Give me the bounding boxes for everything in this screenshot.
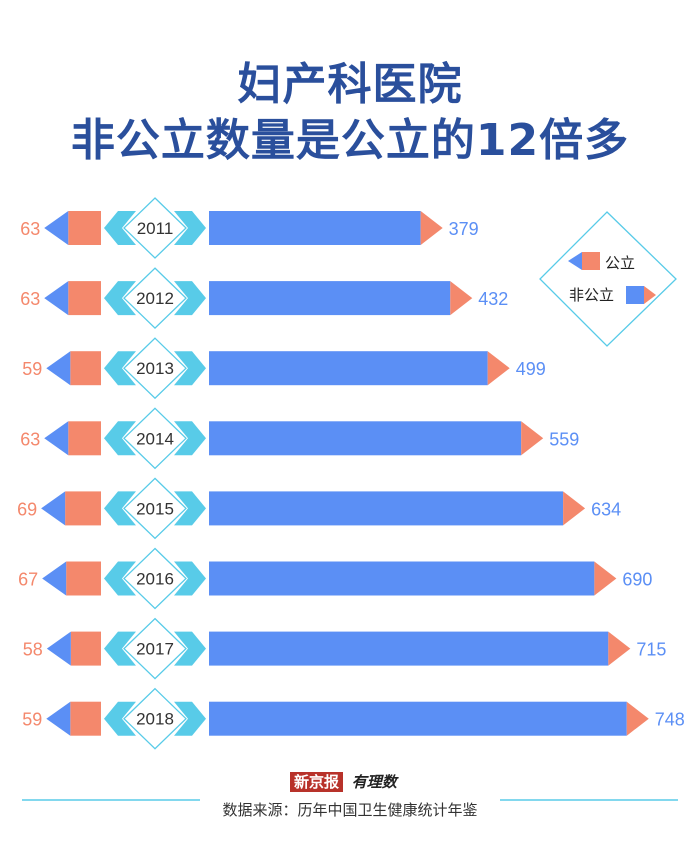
- year-label: 2016: [136, 570, 174, 589]
- year-diamond-outline: [123, 687, 187, 750]
- public-bar-arrow: [46, 351, 71, 386]
- chart-title-line1: 妇产科医院: [237, 59, 463, 110]
- public-bar: [70, 631, 101, 666]
- chart-title-line2: 非公立数量是公立的12倍多: [70, 115, 630, 166]
- year-chevron-left: [104, 561, 136, 596]
- public-bar: [70, 351, 101, 386]
- private-bar: [209, 561, 595, 596]
- year-chevron-right: [174, 561, 206, 596]
- brand-logo-text: 有理数: [351, 773, 397, 791]
- public-bar-arrow: [44, 421, 69, 456]
- private-value-label: 748: [655, 710, 685, 730]
- year-chevron-left: [104, 421, 136, 456]
- year-chevron-right: [174, 631, 206, 666]
- year-chevron-right: [174, 421, 206, 456]
- public-bar-arrow: [42, 561, 67, 596]
- private-bar: [209, 421, 522, 456]
- private-bar-arrow: [608, 631, 631, 666]
- year-label: 2017: [136, 640, 174, 659]
- legend-public-swatch: [582, 252, 600, 270]
- private-bar-arrow: [563, 491, 586, 526]
- year-chevron-left: [104, 631, 136, 666]
- private-bar-arrow: [487, 351, 510, 386]
- data-source-note: 数据来源：历年中国卫生健康统计年鉴: [222, 801, 478, 819]
- private-bar-arrow: [521, 421, 544, 456]
- public-value-label: 59: [22, 710, 42, 730]
- year-label: 2011: [137, 219, 174, 238]
- year-chevron-left: [104, 701, 136, 736]
- year-diamond-outline: [123, 267, 187, 330]
- public-value-label: 67: [18, 570, 38, 590]
- year-chevron-right: [174, 701, 206, 736]
- private-bar: [209, 281, 451, 316]
- year-label: 2012: [136, 289, 174, 308]
- year-chevron-right: [174, 211, 206, 245]
- legend-private-swatch: [626, 286, 644, 304]
- year-diamond-outline: [123, 547, 187, 610]
- public-bar-arrow: [46, 701, 71, 736]
- legend-public-arrow: [568, 252, 582, 270]
- public-bar: [70, 701, 101, 736]
- private-value-label: 715: [636, 640, 666, 660]
- year-diamond-outline: [123, 477, 187, 540]
- public-value-label: 69: [17, 499, 37, 519]
- public-bar: [65, 491, 101, 526]
- publisher-logo: 新京报 有理数: [290, 771, 397, 792]
- legend-diamond: [539, 211, 677, 347]
- year-label: 2014: [136, 429, 174, 448]
- year-diamond-outline: [123, 617, 187, 680]
- public-bar: [68, 211, 101, 245]
- private-bar-arrow: [594, 561, 617, 596]
- private-bar: [209, 631, 609, 666]
- year-chevron-left: [104, 281, 136, 316]
- private-value-label: 379: [449, 219, 479, 239]
- private-bar-arrow: [450, 281, 473, 316]
- private-bar-arrow: [626, 701, 649, 736]
- public-value-label: 63: [20, 289, 40, 309]
- private-value-label: 432: [478, 289, 508, 309]
- year-chevron-right: [174, 491, 206, 526]
- year-label: 2013: [136, 359, 174, 378]
- private-value-label: 559: [549, 429, 579, 449]
- private-bar: [209, 491, 564, 526]
- private-value-label: 634: [591, 499, 621, 519]
- legend-private-arrow: [644, 286, 656, 304]
- public-value-label: 63: [20, 429, 40, 449]
- year-chevron-left: [104, 211, 136, 245]
- private-bar: [209, 211, 421, 245]
- private-bar: [209, 351, 488, 386]
- public-bar: [66, 561, 101, 596]
- public-bar-arrow: [44, 281, 69, 316]
- public-value-label: 59: [22, 359, 42, 379]
- year-chevron-right: [174, 281, 206, 316]
- year-diamond-outline: [123, 197, 187, 259]
- year-diamond-outline: [123, 337, 187, 400]
- chart-rows: 2011 379 63 2012 432 63 2013 499 59 2014 559 63 2015…: [17, 197, 685, 750]
- public-bar: [68, 421, 101, 456]
- legend-public-label: 公立: [605, 254, 635, 272]
- year-chevron-left: [104, 491, 136, 526]
- public-bar-arrow: [44, 211, 69, 245]
- legend-private-label: 非公立: [569, 286, 614, 304]
- year-label: 2018: [136, 710, 174, 729]
- year-chevron-right: [174, 351, 206, 386]
- year-chevron-left: [104, 351, 136, 386]
- public-bar-arrow: [41, 491, 66, 526]
- public-bar: [68, 281, 101, 316]
- public-value-label: 58: [23, 640, 43, 660]
- publisher-logo-box: 新京报: [290, 772, 344, 792]
- private-bar-arrow: [420, 211, 443, 245]
- private-value-label: 690: [622, 570, 652, 590]
- private-bar: [209, 701, 627, 736]
- year-label: 2015: [136, 499, 174, 518]
- public-bar-arrow: [46, 631, 71, 666]
- year-diamond-outline: [123, 407, 187, 470]
- private-value-label: 499: [516, 359, 546, 379]
- public-value-label: 63: [20, 219, 40, 239]
